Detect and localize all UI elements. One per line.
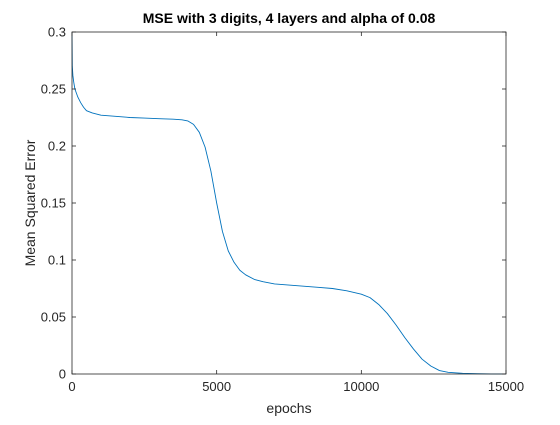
y-axis-label: Mean Squared Error [22,139,38,266]
y-tick-label: 0.3 [48,25,66,40]
x-tick-label: 15000 [488,379,524,394]
chart-title: MSE with 3 digits, 4 layers and alpha of… [143,10,436,26]
tick-layer: 0 5000 10000 15000 0 0.05 0.1 0.15 0.2 0.25 0.3 [41,25,524,395]
y-tick-label: 0 [59,367,66,382]
y-tick-label: 0.25 [41,82,66,97]
plot-area [72,32,506,374]
x-tick-label: 0 [68,379,75,394]
x-tick-label: 5000 [202,379,231,394]
y-tick-label: 0.05 [41,310,66,325]
data-layer [71,31,506,375]
x-tick-label: 10000 [343,379,379,394]
y-tick-label: 0.2 [48,139,66,154]
x-axis-label: epochs [266,400,311,416]
mse-series-line [71,31,506,375]
y-tick-label: 0.15 [41,196,66,211]
y-tick-label: 0.1 [48,253,66,268]
